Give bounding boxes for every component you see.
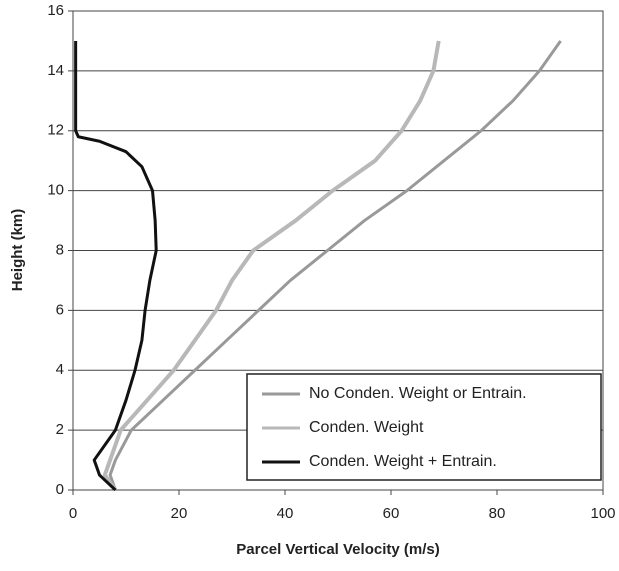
legend-label: Conden. Weight + Entrain. [309, 453, 497, 470]
x-tick-label: 80 [489, 505, 506, 522]
legend-box [246, 373, 602, 481]
series-line [108, 40, 562, 491]
y-tick-label: 2 [56, 421, 64, 438]
y-tick-label: 0 [56, 481, 64, 498]
y-tick-label: 8 [56, 241, 64, 258]
y-tick-label: 10 [47, 182, 64, 199]
y-axis-title: Height (km) [9, 209, 26, 292]
x-tick-label: 40 [277, 505, 294, 522]
x-tick-label: 20 [171, 505, 188, 522]
x-tick-label: 0 [69, 505, 77, 522]
legend-label: Conden. Weight [309, 419, 424, 436]
y-tick-label: 14 [47, 62, 64, 79]
x-tick-label: 100 [590, 505, 615, 522]
legend-label: No Conden. Weight or Entrain. [309, 385, 527, 402]
y-tick-label: 6 [56, 301, 64, 318]
y-tick-label: 12 [47, 122, 64, 139]
y-tick-label: 4 [56, 361, 64, 378]
x-tick-label: 60 [383, 505, 400, 522]
y-tick-label: 16 [47, 2, 64, 19]
series-line [102, 40, 441, 492]
x-axis-title: Parcel Vertical Velocity (m/s) [236, 541, 439, 558]
series-line [74, 40, 158, 492]
